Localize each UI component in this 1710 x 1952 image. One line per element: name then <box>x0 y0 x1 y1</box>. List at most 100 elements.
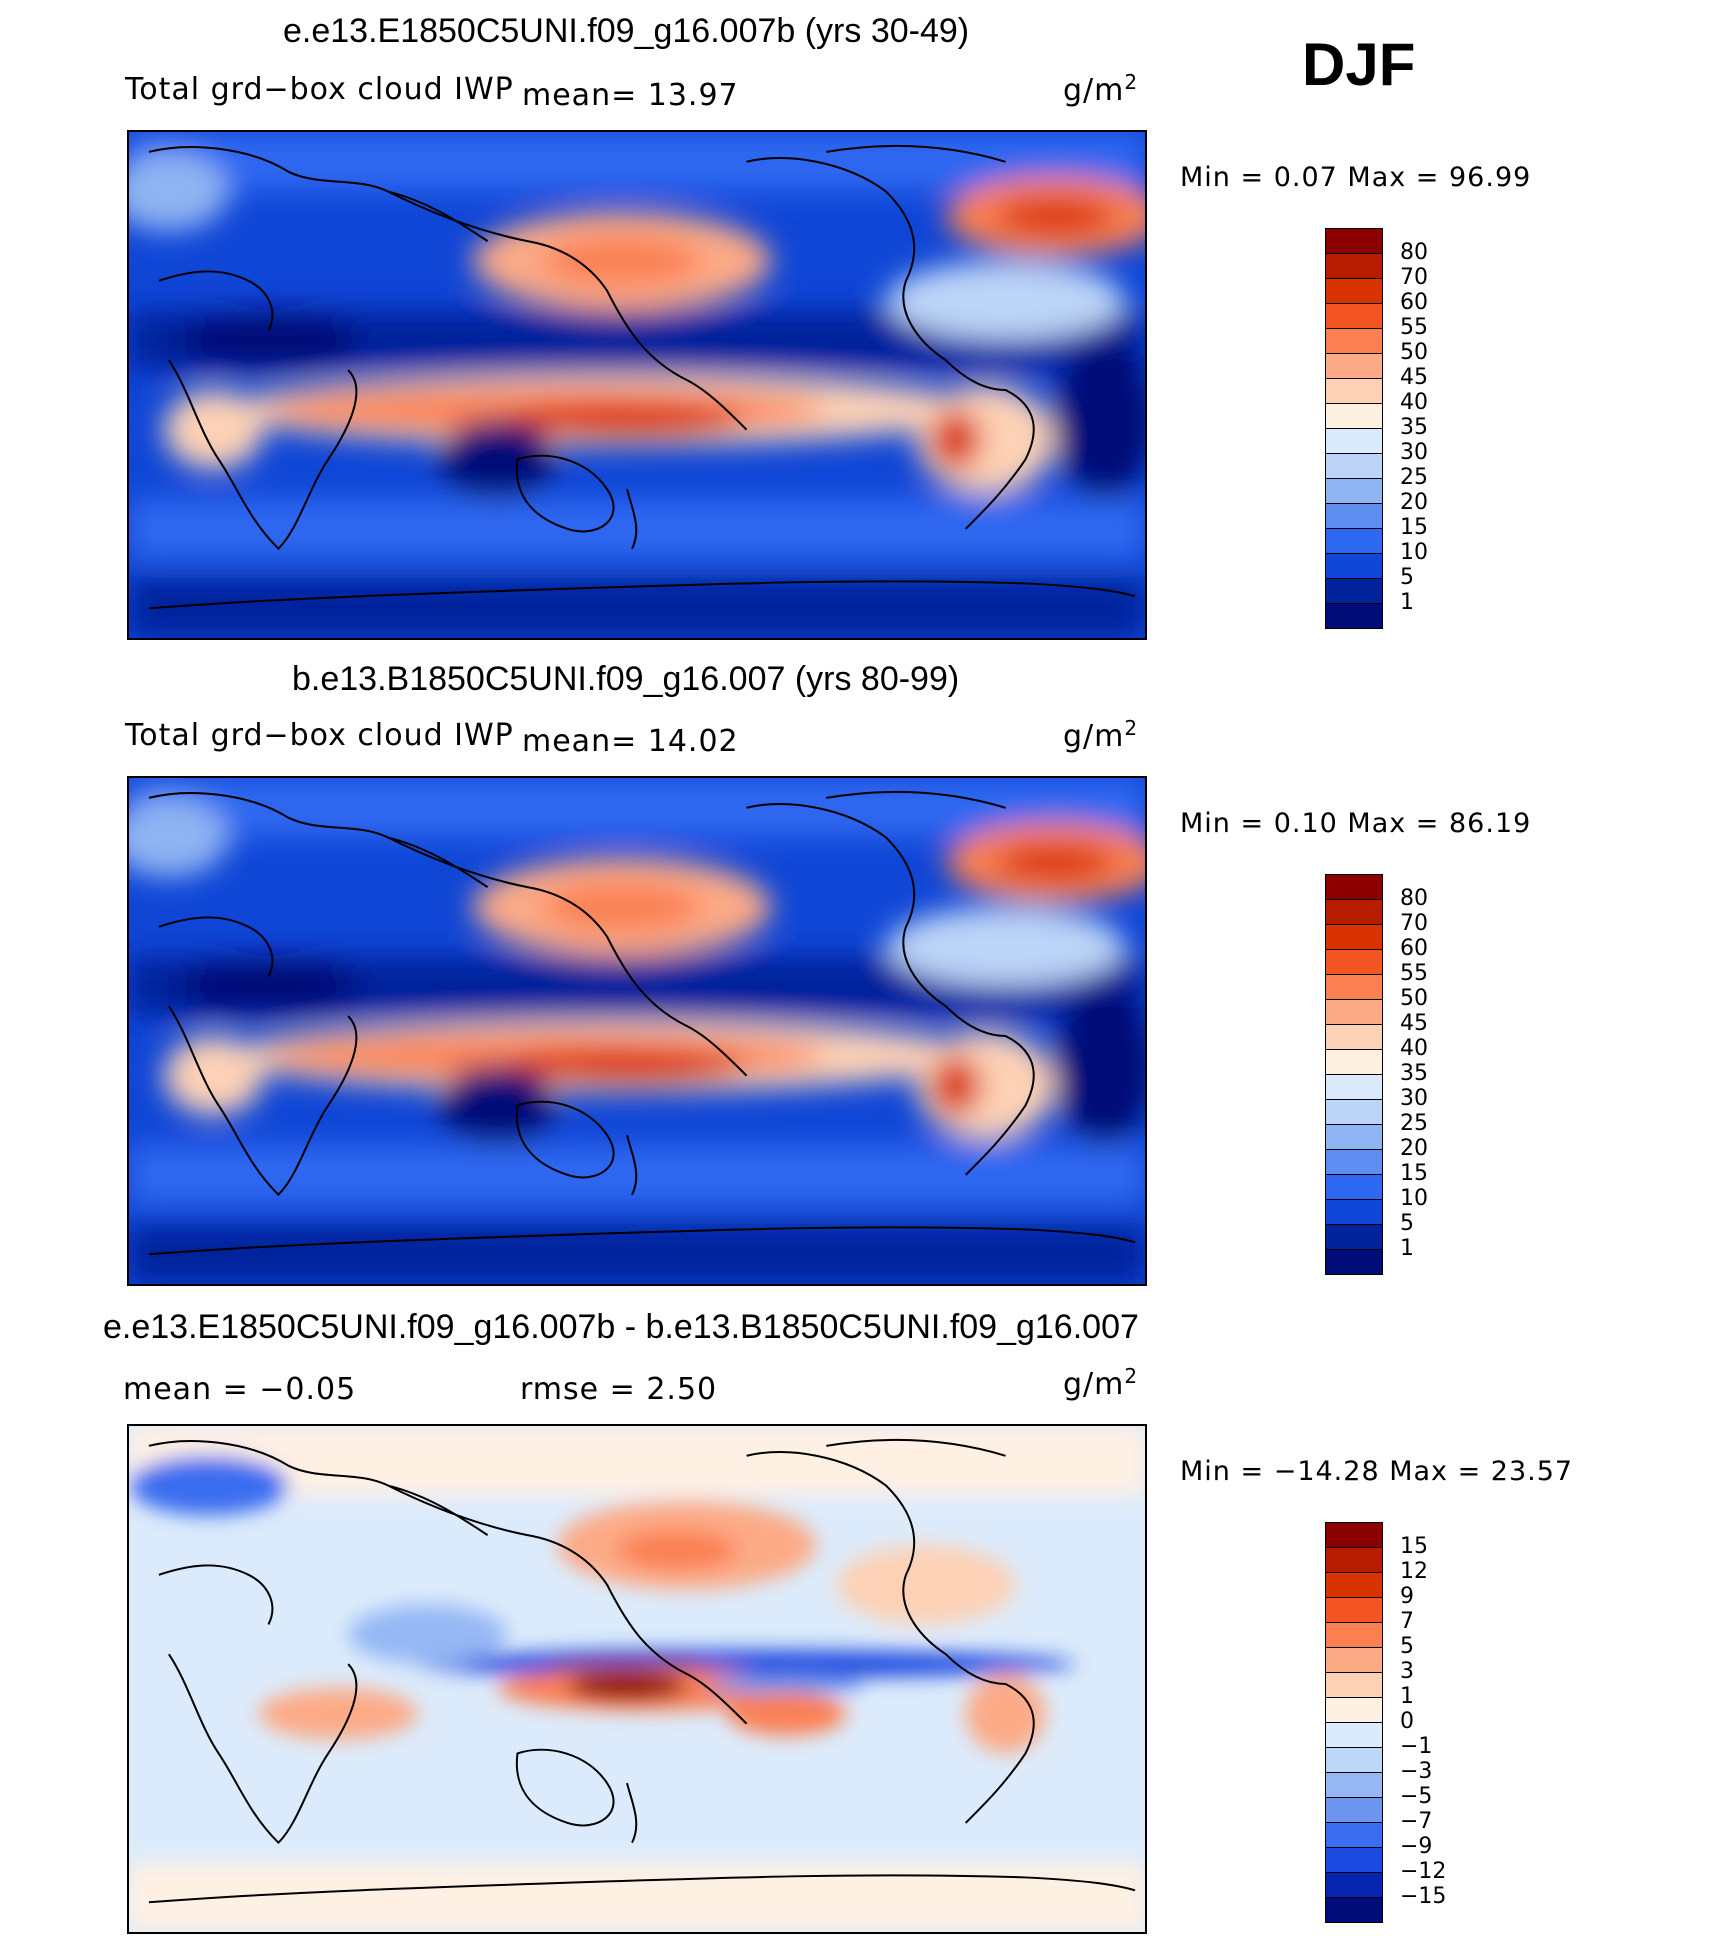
colorbar-label: 35 <box>1400 1061 1428 1086</box>
colorbar-label: 70 <box>1400 265 1428 290</box>
colorbar-swatch <box>1325 899 1383 925</box>
colorbar-swatch <box>1325 1747 1383 1773</box>
panel3-minmax: Min = −14.28 Max = 23.57 <box>1180 1456 1574 1487</box>
colorbar-label: 30 <box>1400 440 1428 465</box>
colorbar-swatch <box>1325 1149 1383 1175</box>
colorbar-swatch <box>1325 1722 1383 1748</box>
panel1-units: g/m2 <box>1063 70 1139 108</box>
colorbar-swatch <box>1325 353 1383 379</box>
colorbar-label: −3 <box>1400 1759 1433 1784</box>
panel3-rmse: rmse = 2.50 <box>520 1372 718 1407</box>
colorbar-label: 60 <box>1400 936 1428 961</box>
colorbar-swatch <box>1325 478 1383 504</box>
colorbar-swatch <box>1325 1672 1383 1698</box>
colorbar-swatch <box>1325 924 1383 950</box>
colorbar-swatch <box>1325 1597 1383 1623</box>
panel1-mean: mean= 13.97 <box>522 78 739 113</box>
colorbar-swatch <box>1325 1049 1383 1075</box>
colorbar-swatch <box>1325 1697 1383 1723</box>
colorbar-label: 55 <box>1400 961 1428 986</box>
colorbar-label: 5 <box>1400 565 1414 590</box>
colorbar-swatch <box>1325 453 1383 479</box>
colorbar-swatch <box>1325 1174 1383 1200</box>
colorbar-swatch <box>1325 1797 1383 1823</box>
colorbar-label: −7 <box>1400 1809 1433 1834</box>
colorbar-swatch <box>1325 874 1383 900</box>
colorbar-label: 30 <box>1400 1086 1428 1111</box>
panel2-variable: Total grd−box cloud IWP <box>125 718 514 753</box>
colorbar-label: 50 <box>1400 986 1428 1011</box>
panel2-minmax: Min = 0.10 Max = 86.19 <box>1180 808 1532 839</box>
colorbar-swatch <box>1325 553 1383 579</box>
colorbar-label: −9 <box>1400 1834 1433 1859</box>
colorbar-label: 1 <box>1400 1684 1414 1709</box>
colorbar-swatch <box>1325 1847 1383 1873</box>
colorbar-swatch <box>1325 1024 1383 1050</box>
colorbar-swatch <box>1325 1897 1383 1923</box>
colorbar-swatch <box>1325 1099 1383 1125</box>
colorbar-swatch <box>1325 528 1383 554</box>
colorbar-swatch <box>1325 578 1383 604</box>
colorbar-swatch <box>1325 1124 1383 1150</box>
colorbar-label: 55 <box>1400 315 1428 340</box>
colorbar-swatch <box>1325 1074 1383 1100</box>
colorbar-label: 12 <box>1400 1559 1428 1584</box>
colorbar-label: 60 <box>1400 290 1428 315</box>
colorbar-label: 50 <box>1400 340 1428 365</box>
colorbar-swatch <box>1325 328 1383 354</box>
colorbar-label: 7 <box>1400 1609 1414 1634</box>
colorbar-label: 35 <box>1400 415 1428 440</box>
colorbar-label: 1 <box>1400 590 1414 615</box>
colorbar-swatch <box>1325 303 1383 329</box>
colorbar-label: 70 <box>1400 911 1428 936</box>
colorbar-swatch <box>1325 278 1383 304</box>
colorbar-label: 9 <box>1400 1584 1414 1609</box>
colorbar-label: 15 <box>1400 1534 1428 1559</box>
colorbar-swatch <box>1325 403 1383 429</box>
panel1-title: e.e13.E1850C5UNI.f09_g16.007b (yrs 30-49… <box>283 12 970 50</box>
colorbar-label: 80 <box>1400 240 1428 265</box>
colorbar-swatch <box>1325 253 1383 279</box>
colorbar-swatch <box>1325 1522 1383 1548</box>
colorbar-label: 45 <box>1400 365 1428 390</box>
colorbar-swatch <box>1325 999 1383 1025</box>
panel2-mean: mean= 14.02 <box>522 724 739 759</box>
panel1-map <box>127 130 1147 640</box>
colorbar-label: 40 <box>1400 390 1428 415</box>
colorbar-swatch <box>1325 974 1383 1000</box>
colorbar-label: 45 <box>1400 1011 1428 1036</box>
panel3-units: g/m2 <box>1063 1364 1139 1402</box>
colorbar-label: 5 <box>1400 1211 1414 1236</box>
colorbar-swatch <box>1325 378 1383 404</box>
colorbar-label: 0 <box>1400 1709 1414 1734</box>
colorbar-swatch <box>1325 1249 1383 1275</box>
colorbar-label: 20 <box>1400 1136 1428 1161</box>
colorbar-swatch <box>1325 1199 1383 1225</box>
colorbar-label: 5 <box>1400 1634 1414 1659</box>
colorbar-label: 3 <box>1400 1659 1414 1684</box>
colorbar-label: 25 <box>1400 1111 1428 1136</box>
colorbar-swatch <box>1325 228 1383 254</box>
panel1-variable: Total grd−box cloud IWP <box>125 72 514 107</box>
colorbar-swatch <box>1325 1572 1383 1598</box>
panel1-minmax: Min = 0.07 Max = 96.99 <box>1180 162 1532 193</box>
colorbar-label: 40 <box>1400 1036 1428 1061</box>
season-label: DJF <box>1302 31 1416 98</box>
colorbar-label: 20 <box>1400 490 1428 515</box>
colorbar-swatch <box>1325 1647 1383 1673</box>
colorbar-label: −1 <box>1400 1734 1433 1759</box>
panel2-units: g/m2 <box>1063 716 1139 754</box>
colorbar-label: 1 <box>1400 1236 1414 1261</box>
colorbar-swatch <box>1325 503 1383 529</box>
colorbar-swatch <box>1325 1622 1383 1648</box>
panel2-map <box>127 776 1147 1286</box>
colorbar-label: 15 <box>1400 1161 1428 1186</box>
colorbar-label: 10 <box>1400 1186 1428 1211</box>
colorbar-swatch <box>1325 1547 1383 1573</box>
colorbar-swatch <box>1325 1872 1383 1898</box>
colorbar-label: −5 <box>1400 1784 1433 1809</box>
colorbar-swatch <box>1325 949 1383 975</box>
panel3-map <box>127 1424 1147 1934</box>
colorbar-swatch <box>1325 603 1383 629</box>
colorbar-label: 10 <box>1400 540 1428 565</box>
